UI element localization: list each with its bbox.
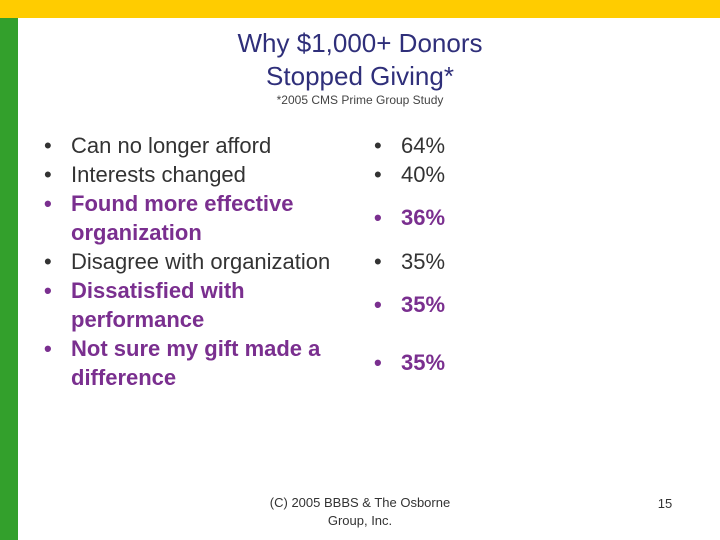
reason-item: Found more effective organization [42,189,352,247]
reasons-list: Can no longer afford Interests changed F… [42,131,352,392]
page-number: 15 [657,496,673,511]
reason-item: Can no longer afford [42,131,352,160]
slide-title-line-1: Why $1,000+ Donors [237,28,483,58]
reason-item: Not sure my gift made a difference [42,334,352,392]
percentages-list: 64% 40% 36% 35% 35% 35% [372,131,492,392]
reason-item: Dissatisfied with performance [42,276,352,334]
slide-title-line-2: Stopped Giving* [266,61,454,91]
slide-title: Why $1,000+ Donors Stopped Giving* [160,27,560,93]
percentage-item: 64% [372,131,492,160]
slide-subtitle: *2005 CMS Prime Group Study [276,93,444,107]
reason-item: Disagree with organization [42,247,352,276]
footer-copyright: (C) 2005 BBBS & The Osborne Group, Inc. [250,494,470,530]
reason-item: Interests changed [42,160,352,189]
footer-line-1: (C) 2005 BBBS & The Osborne [269,495,451,510]
percentage-item: 35% [372,247,492,276]
percentage-item: 35% [372,276,492,334]
percentage-item: 36% [372,189,492,247]
percentage-item: 40% [372,160,492,189]
top-accent-bar [0,0,720,18]
percentage-item: 35% [372,334,492,392]
left-accent-bar [0,18,18,540]
footer-line-2: Group, Inc. [327,513,393,528]
